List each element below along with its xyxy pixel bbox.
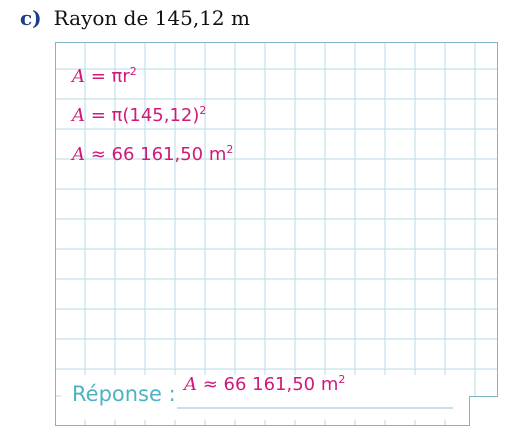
formula-text: = π(145,12) (85, 105, 200, 126)
graph-paper-area (55, 42, 498, 426)
work-line-1: A = πr2 (72, 66, 137, 87)
formula-text: ≈ 66 161,50 m (85, 144, 227, 165)
work-line-3: A ≈ 66 161,50 m2 (72, 144, 233, 165)
formula-text: = πr (85, 66, 130, 87)
exponent: 2 (338, 373, 346, 386)
variable-a: A (72, 66, 85, 87)
exponent: 2 (199, 104, 207, 117)
exponent: 2 (226, 143, 234, 156)
work-line-2: A = π(145,12)2 (72, 105, 206, 126)
part-letter: c) (20, 6, 42, 30)
exercise-title: Rayon de 145,12 m (53, 6, 250, 30)
variable-a: A (72, 105, 85, 126)
answer-text: ≈ 66 161,50 m (197, 374, 339, 395)
answer-label: Réponse : (72, 382, 176, 406)
answer-value: A ≈ 66 161,50 m2 (184, 374, 345, 395)
exponent: 2 (129, 65, 137, 78)
graph-paper-grid (55, 42, 498, 426)
exercise-header: c) Rayon de 145,12 m (20, 6, 250, 34)
variable-a: A (72, 144, 85, 165)
variable-a: A (184, 374, 197, 395)
